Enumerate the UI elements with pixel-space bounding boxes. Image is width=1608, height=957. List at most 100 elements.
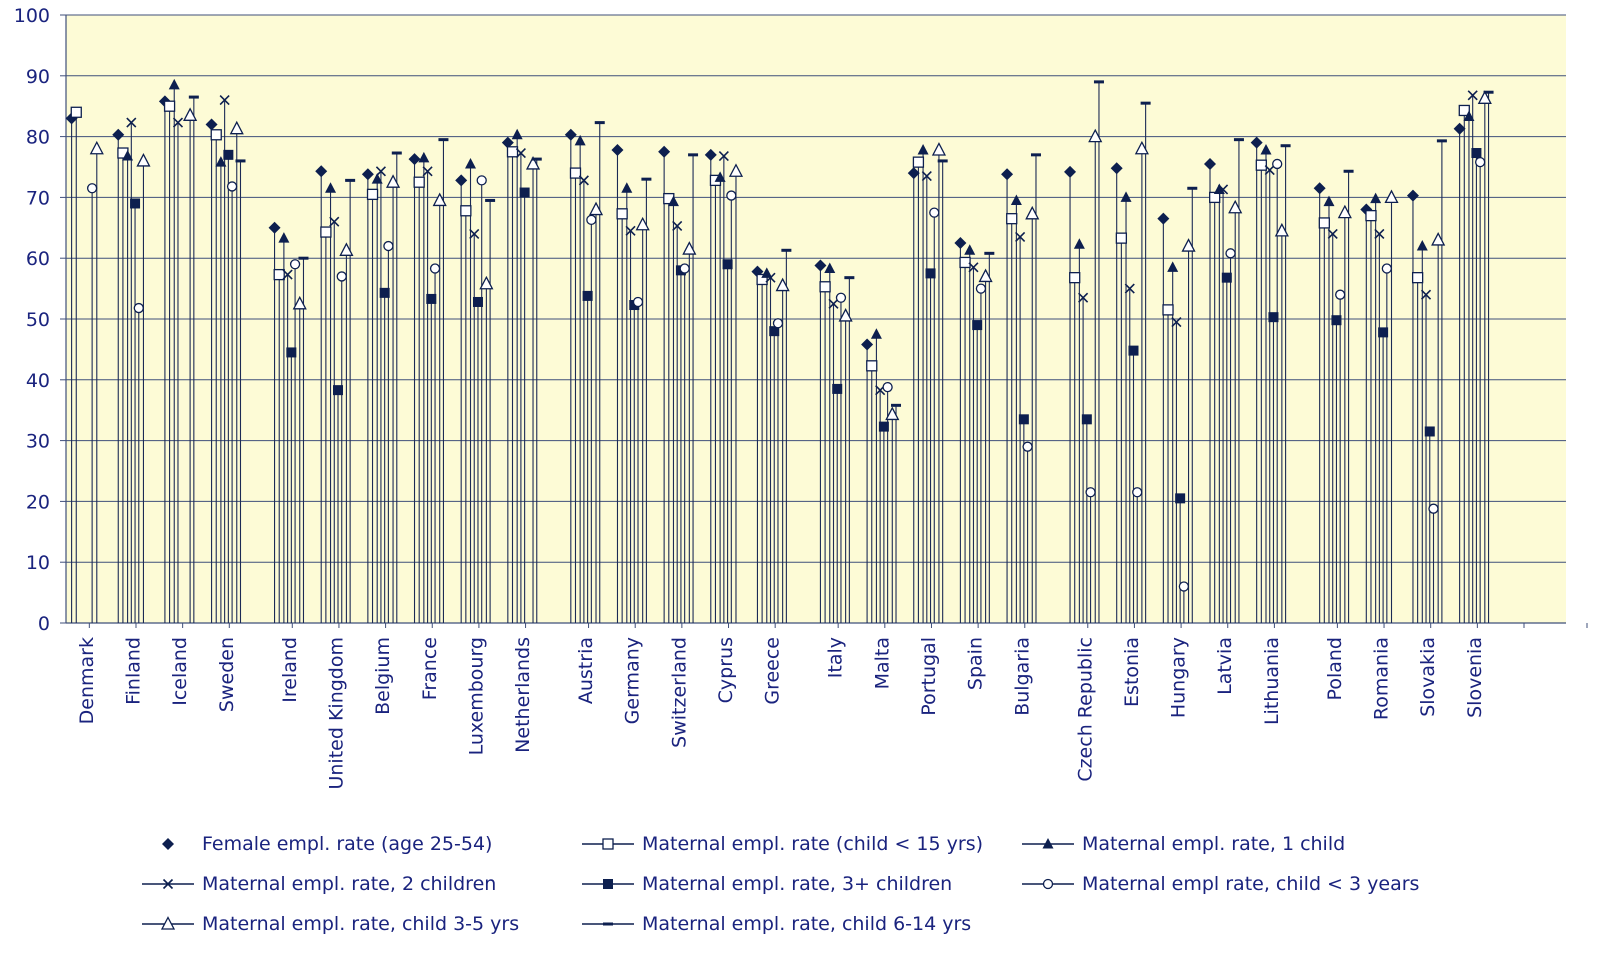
y-tick-label: 40 xyxy=(26,370,50,392)
data-point xyxy=(469,228,480,239)
data-point xyxy=(1255,159,1267,171)
x-tick-label: Greece xyxy=(762,637,784,705)
legend-entry: Maternal empl. rate, child 6-14 yrs xyxy=(580,913,1020,935)
data-point xyxy=(912,156,925,168)
data-point xyxy=(756,273,768,286)
data-point xyxy=(658,145,671,158)
data-point xyxy=(1424,426,1435,437)
data-point xyxy=(828,298,839,309)
data-point xyxy=(582,290,593,301)
chart-legend: Female empl. rate (age 25-54) Maternal e… xyxy=(140,824,1580,944)
data-point xyxy=(1228,199,1243,214)
x-tick-label: Latvia xyxy=(1214,637,1236,695)
legend-label: Maternal empl. rate, 1 child xyxy=(1082,833,1346,855)
data-point xyxy=(1337,204,1352,219)
data-point xyxy=(1006,213,1018,225)
legend-entry: Female empl. rate (age 25-54) xyxy=(140,833,580,855)
data-point xyxy=(455,174,468,187)
data-point xyxy=(1483,90,1494,94)
data-point xyxy=(525,156,541,170)
data-point xyxy=(1250,136,1263,149)
data-point xyxy=(1081,414,1092,425)
y-tick-label: 70 xyxy=(26,187,50,209)
x-tick-label: United Kingdom xyxy=(325,637,347,790)
x-tick-label: Netherlands xyxy=(512,637,534,753)
data-point xyxy=(929,207,940,218)
data-point xyxy=(1411,272,1424,284)
data-point xyxy=(371,173,383,184)
data-point xyxy=(1458,104,1470,117)
x-tick-label: Spain xyxy=(965,637,987,690)
data-point xyxy=(1313,182,1326,195)
legend-label: Maternal empl. rate, child 3-5 yrs xyxy=(202,913,520,935)
data-point xyxy=(714,171,726,182)
data-point xyxy=(1463,110,1475,122)
legend-entry: Maternal empl rate, child < 3 years xyxy=(1020,873,1419,895)
data-point xyxy=(891,403,902,407)
data-point xyxy=(728,163,744,177)
data-point xyxy=(163,100,176,112)
data-point xyxy=(1115,232,1128,244)
data-point xyxy=(511,128,523,140)
data-point xyxy=(611,143,624,156)
legend-entry: Maternal empl. rate, child 3-5 yrs xyxy=(140,913,580,935)
data-point xyxy=(1140,101,1151,105)
legend-entry: Maternal empl. rate, 1 child xyxy=(1020,833,1345,855)
series-7 xyxy=(188,80,1494,407)
data-point xyxy=(679,263,690,274)
data-point xyxy=(1093,80,1104,84)
data-point xyxy=(162,878,174,890)
data-point xyxy=(772,318,784,329)
data-point xyxy=(1157,212,1170,225)
legend-marker xyxy=(1022,838,1074,849)
data-point xyxy=(1225,248,1236,259)
data-point xyxy=(1335,289,1346,300)
y-tick-label: 60 xyxy=(26,248,50,270)
legend-entry: Maternal empl. rate (child < 15 yrs) xyxy=(580,833,1020,855)
data-point xyxy=(1318,217,1330,229)
data-point xyxy=(667,195,679,207)
legend-label: Maternal empl rate, child < 3 years xyxy=(1082,873,1420,895)
data-point xyxy=(603,922,613,926)
x-tick-label: Czech Republic xyxy=(1074,637,1096,782)
data-point xyxy=(1209,191,1221,204)
data-point xyxy=(588,201,604,216)
data-point xyxy=(832,383,843,394)
x-tick-label: Iceland xyxy=(169,637,191,706)
data-point xyxy=(188,95,199,99)
data-point xyxy=(1069,272,1081,284)
data-point xyxy=(704,148,717,161)
data-point xyxy=(1042,838,1054,849)
series-1 xyxy=(70,100,1470,372)
x-tick-label: Denmark xyxy=(76,637,98,724)
data-point xyxy=(1331,315,1342,326)
data-point xyxy=(315,165,328,178)
data-point xyxy=(1475,156,1486,168)
data-point xyxy=(112,128,125,141)
x-tick-label: Slovenia xyxy=(1464,637,1486,718)
legend-label: Maternal empl. rate, 2 children xyxy=(202,873,497,895)
data-point xyxy=(215,156,227,167)
data-point xyxy=(861,338,874,351)
data-point xyxy=(226,181,238,192)
x-tick-label: Luxembourg xyxy=(465,637,487,755)
data-point xyxy=(1042,878,1054,890)
data-point xyxy=(183,107,198,121)
data-point xyxy=(586,214,597,226)
data-point xyxy=(844,276,855,280)
data-point xyxy=(325,182,337,193)
data-point xyxy=(603,879,613,889)
x-tick-label: Austria xyxy=(575,637,597,704)
data-point xyxy=(672,220,683,232)
data-point xyxy=(379,287,390,298)
data-point xyxy=(408,153,421,166)
x-tick-label: Poland xyxy=(1324,637,1346,700)
data-point xyxy=(298,256,309,260)
data-point xyxy=(1274,222,1289,237)
y-tick-label: 10 xyxy=(26,552,50,574)
data-point xyxy=(1264,164,1275,176)
data-point xyxy=(1204,157,1217,170)
legend-marker xyxy=(1022,878,1074,890)
data-point xyxy=(426,293,437,304)
data-point xyxy=(472,296,483,307)
